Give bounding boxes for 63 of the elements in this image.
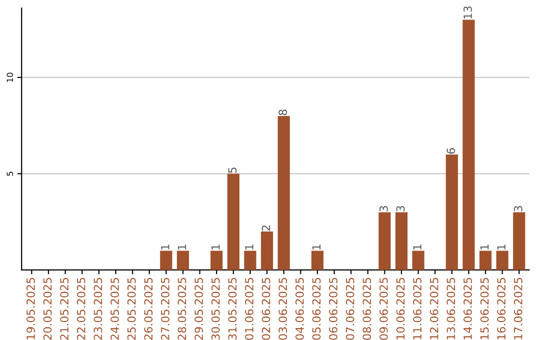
data-label: 6	[446, 148, 456, 154]
y-tick-label: 10	[6, 72, 14, 82]
data-label: 1	[312, 244, 320, 250]
data-label: 5	[228, 168, 237, 173]
data-label: 1	[480, 244, 489, 250]
bar	[462, 20, 475, 270]
data-label: 3	[514, 206, 522, 212]
bar	[395, 212, 408, 270]
x-tick-label: 23.05.2025	[94, 278, 102, 340]
x-tick-label: 12.06.2025	[430, 278, 438, 340]
bar	[496, 250, 508, 270]
x-tick-label: 04.06.2025	[295, 278, 304, 340]
x-tick-label: 07.06.2025	[346, 278, 354, 340]
x-tick-label: 19.05.2025	[26, 278, 35, 340]
x-tick-label: 02.06.2025	[262, 278, 270, 340]
data-label: 1	[161, 244, 170, 250]
data-label: 3	[379, 206, 388, 212]
bar	[210, 250, 223, 270]
x-tick-label: 01.06.2025	[245, 278, 254, 340]
bar	[260, 231, 274, 270]
bar	[160, 250, 172, 270]
x-tick-label: 27.05.2025	[160, 278, 170, 340]
x-tick-label: 26.05.2025	[144, 278, 153, 340]
x-tick-label: 03.06.2025	[278, 278, 288, 340]
x-tick-label: 29.05.2025	[194, 278, 203, 340]
bar	[244, 250, 256, 270]
bar	[446, 154, 458, 270]
data-label: 1	[212, 244, 220, 250]
bar	[412, 250, 424, 270]
bar	[378, 212, 391, 270]
data-label: 8	[278, 110, 288, 116]
bar	[227, 174, 240, 270]
x-tick-label: 31.05.2025	[228, 278, 237, 340]
bar	[513, 212, 526, 270]
bar	[278, 116, 290, 270]
x-tick-label: 08.06.2025	[362, 278, 372, 340]
x-tick-label: 30.05.2025	[211, 278, 220, 340]
data-label: 3	[396, 206, 405, 212]
data-label: 1	[245, 244, 254, 250]
x-tick-label: 10.06.2025	[396, 278, 405, 340]
data-label: 2	[262, 226, 270, 231]
x-tick-label: 11.06.2025	[413, 278, 422, 340]
data-label: 1	[413, 244, 422, 250]
x-tick-label: 14.06.2025	[464, 278, 472, 340]
bar	[479, 250, 492, 270]
x-tick-label: 05.06.2025	[312, 278, 321, 340]
x-tick-label: 15.06.2025	[480, 278, 489, 340]
x-tick-label: 24.05.2025	[110, 278, 119, 340]
bar	[311, 250, 324, 270]
x-tick-label: 17.06.2025	[514, 278, 522, 340]
data-label: 13	[464, 6, 472, 18]
x-tick-label: 21.05.2025	[60, 278, 69, 340]
x-tick-label: 22.05.2025	[76, 278, 86, 340]
data-label: 1	[497, 244, 506, 250]
bar	[176, 250, 190, 270]
x-tick-label: 25.05.2025	[127, 278, 136, 340]
x-tick-label: 09.06.2025	[379, 278, 388, 340]
x-tick-label: 20.05.2025	[43, 278, 52, 340]
x-tick-label: 28.05.2025	[178, 278, 186, 340]
data-label: 1	[178, 244, 186, 250]
x-tick-label: 16.06.2025	[497, 278, 506, 340]
x-tick-label: 06.06.2025	[329, 278, 338, 340]
x-tick-label: 13.06.2025	[446, 278, 456, 340]
